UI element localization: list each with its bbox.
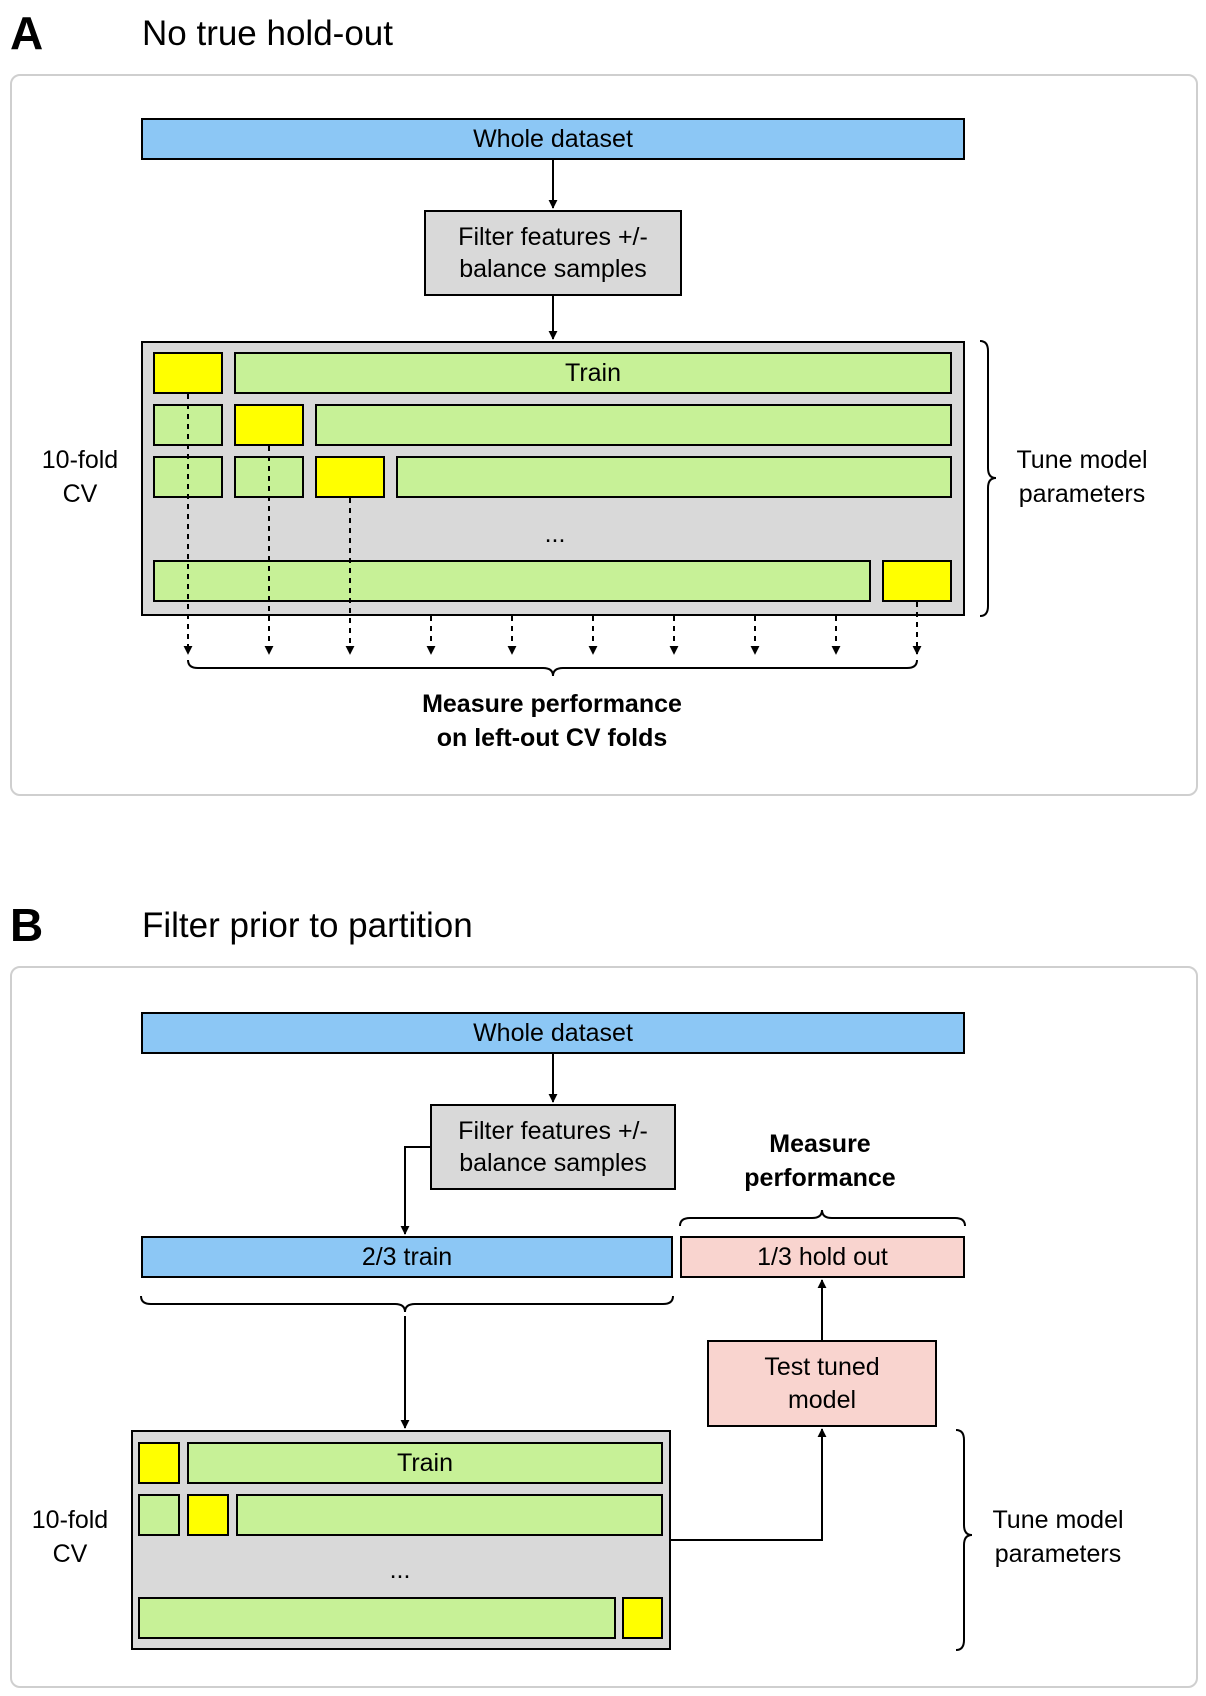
- panel-b-train-split: 2/3 train: [141, 1236, 673, 1278]
- panel-b-fold-train: [138, 1494, 180, 1536]
- panel-b-holdout-brace: [679, 1209, 966, 1227]
- panel-a-fold-test: [315, 456, 385, 498]
- panel-a-measure-label: Measure performance on left-out CV folds: [352, 688, 752, 756]
- panel-b-holdout-split: 1/3 hold out: [680, 1236, 965, 1278]
- panel-b-fold-train: [138, 1597, 616, 1639]
- panel-b-measure-line-2: performance: [744, 1163, 896, 1192]
- panel-a-cv-label: 10-fold CV: [22, 444, 138, 512]
- panel-b-fold-train: [236, 1494, 663, 1536]
- panel-b-tune-line-2: parameters: [994, 1539, 1122, 1568]
- panel-b-test-line-2: model: [787, 1385, 857, 1414]
- panel-b-test-box: Test tuned model: [707, 1340, 937, 1427]
- panel-a-filter-line-2: balance samples: [459, 255, 647, 283]
- panel-b-cv-line-1: 10-fold: [31, 1506, 109, 1534]
- panel-b-fold-test: [138, 1442, 180, 1484]
- panel-a-title: No true hold-out: [142, 14, 393, 53]
- panel-b-filter-line-2: balance samples: [459, 1149, 647, 1177]
- panel-b-fold-test: [622, 1597, 663, 1639]
- panel-a-whole-dataset: Whole dataset: [141, 118, 965, 160]
- panel-b-test-line-1: Test tuned: [764, 1353, 880, 1381]
- panel-b-tune-label: Tune model parameters: [972, 1504, 1144, 1572]
- panel-a-measure-line-2: on left-out CV folds: [436, 723, 668, 752]
- panel-b-train-bar: Train: [187, 1442, 663, 1484]
- panel-b-cv-line-2: CV: [52, 1539, 88, 1568]
- panel-a-fold-train: [153, 560, 871, 602]
- panel-a-measure-line-1: Measure performance: [422, 690, 682, 718]
- panel-b-right-brace: [955, 1429, 973, 1651]
- panel-a-filter-line-1: Filter features +/-: [458, 222, 648, 251]
- panel-b-cv-label: 10-fold CV: [14, 1504, 126, 1572]
- panel-b-train-brace: [140, 1295, 674, 1313]
- panel-b-ellipsis: ...: [389, 1556, 411, 1584]
- panel-a-train-bar: Train: [234, 352, 952, 394]
- panel-a-ellipsis: ...: [544, 520, 566, 548]
- panel-b-arrow-filter-train: [400, 1146, 430, 1235]
- panel-a-filter-box: Filter features +/- balance samples: [424, 210, 682, 296]
- panel-b-tune-line-1: Tune model: [992, 1506, 1124, 1534]
- panel-b-measure-line-1: Measure: [769, 1130, 871, 1158]
- panel-a-dashed-arrows: [183, 394, 922, 655]
- panel-a-cv-line-2: CV: [62, 479, 98, 508]
- panel-b-filter-box: Filter features +/- balance samples: [430, 1104, 676, 1190]
- panel-b-title: Filter prior to partition: [142, 906, 473, 945]
- panel-b-fold-test: [187, 1494, 229, 1536]
- panel-b-measure-label: Measure performance: [690, 1128, 950, 1196]
- panel-a-tune-line-2: parameters: [1018, 479, 1146, 508]
- panel-b-filter-line-1: Filter features +/-: [458, 1116, 648, 1145]
- panel-a-fold-train: [315, 404, 952, 446]
- panel-a-bottom-brace: [187, 659, 918, 677]
- panel-a-fold-test: [153, 352, 223, 394]
- panel-a-fold-test: [234, 404, 304, 446]
- panel-a-fold-train: [396, 456, 952, 498]
- panel-a-cv-line-1: 10-fold: [41, 446, 119, 474]
- panel-b-letter: B: [10, 899, 44, 951]
- panel-a-right-brace: [979, 340, 997, 617]
- panel-b-whole-dataset: Whole dataset: [141, 1012, 965, 1054]
- panel-a-fold-test: [882, 560, 952, 602]
- panel-a-tune-line-1: Tune model: [1016, 446, 1148, 474]
- panel-b-arrow-cv-test: [671, 1428, 827, 1541]
- panel-a-letter: A: [10, 7, 44, 59]
- panel-a-tune-label: Tune model parameters: [996, 444, 1168, 512]
